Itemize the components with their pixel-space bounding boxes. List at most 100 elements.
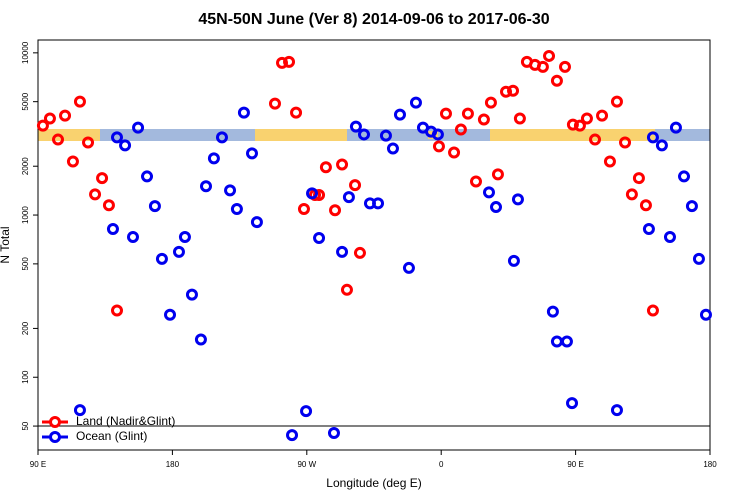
data-point xyxy=(646,131,659,144)
data-point xyxy=(132,121,145,134)
data-point xyxy=(448,146,461,159)
y-tick-label: 200 xyxy=(21,321,30,335)
y-tick-label: 1000 xyxy=(21,206,30,224)
data-point xyxy=(353,246,366,259)
data-point xyxy=(73,95,86,108)
plot-frame xyxy=(37,39,711,451)
data-point xyxy=(482,186,495,199)
data-point xyxy=(469,175,482,188)
data-point xyxy=(610,95,623,108)
data-point xyxy=(52,133,65,146)
data-point xyxy=(646,304,659,317)
data-point xyxy=(194,333,207,346)
data-point xyxy=(357,128,370,141)
data-point xyxy=(580,112,593,125)
data-point xyxy=(596,109,609,122)
x-tick-label: 90 W xyxy=(297,460,316,469)
data-point xyxy=(386,142,399,155)
data-point xyxy=(484,96,497,109)
data-point xyxy=(82,136,95,149)
data-point xyxy=(126,231,139,244)
data-point xyxy=(336,158,349,171)
chart-title: 45N-50N June (Ver 8) 2014-09-06 to 2017-… xyxy=(198,11,549,28)
data-point xyxy=(692,252,705,265)
data-point xyxy=(550,335,563,348)
data-point xyxy=(89,188,102,201)
data-point xyxy=(625,188,638,201)
data-point xyxy=(96,172,109,185)
data-point xyxy=(379,129,392,142)
y-axis-label: N Total xyxy=(0,226,12,263)
data-point xyxy=(290,106,303,119)
data-point xyxy=(546,305,559,318)
data-point xyxy=(431,128,444,141)
data-point xyxy=(573,119,586,132)
data-point xyxy=(699,308,712,321)
ocean-strip xyxy=(655,129,710,141)
data-point xyxy=(207,152,220,165)
data-point xyxy=(610,404,623,417)
data-point xyxy=(102,199,115,212)
data-point xyxy=(491,168,504,181)
data-point xyxy=(327,427,340,440)
data-point xyxy=(224,184,237,197)
data-point xyxy=(106,223,119,236)
data-point xyxy=(655,139,668,152)
data-point xyxy=(155,252,168,265)
data-point xyxy=(215,131,228,144)
data-point xyxy=(276,56,289,69)
data-point xyxy=(178,231,191,244)
data-point xyxy=(603,155,616,168)
data-point xyxy=(685,200,698,213)
data-point xyxy=(372,197,385,210)
y-tick-label: 500 xyxy=(21,257,30,271)
data-point xyxy=(432,140,445,153)
data-point xyxy=(306,187,319,200)
data-point xyxy=(349,120,362,133)
x-tick-label: 180 xyxy=(166,460,180,469)
data-point xyxy=(237,106,250,119)
data-point xyxy=(566,118,579,131)
y-tick-label: 2000 xyxy=(21,157,30,175)
y-tick-label: 50 xyxy=(21,421,30,430)
data-point xyxy=(110,131,123,144)
data-point xyxy=(300,405,313,418)
data-point xyxy=(507,84,520,97)
data-point xyxy=(200,180,212,193)
data-point xyxy=(340,283,353,296)
data-point xyxy=(500,85,513,98)
data-point xyxy=(245,147,258,160)
data-point xyxy=(589,133,602,146)
x-tick-label: 90 E xyxy=(567,460,583,469)
data-point xyxy=(172,245,185,258)
data-point xyxy=(511,193,524,206)
data-point xyxy=(477,113,490,126)
data-point xyxy=(639,199,652,212)
data-point xyxy=(513,112,526,125)
data-point xyxy=(669,121,682,134)
data-point xyxy=(230,202,243,215)
data-point xyxy=(678,170,691,183)
data-point xyxy=(536,60,549,73)
data-point xyxy=(164,308,177,321)
data-point xyxy=(286,429,299,442)
data-point xyxy=(319,161,332,174)
data-point xyxy=(632,172,645,185)
data-point xyxy=(461,107,474,120)
data-point xyxy=(349,179,362,192)
data-point xyxy=(313,231,326,244)
data-point xyxy=(110,304,123,317)
data-point xyxy=(141,170,154,183)
data-point xyxy=(566,397,579,410)
data-point xyxy=(642,223,655,236)
data-point xyxy=(148,200,161,213)
legend-marker xyxy=(49,416,61,428)
data-point xyxy=(66,155,79,168)
data-point xyxy=(313,188,326,201)
data-point xyxy=(329,204,342,217)
data-point xyxy=(250,216,263,229)
data-point xyxy=(543,49,556,62)
data-point xyxy=(490,201,503,214)
ocean-strip xyxy=(100,129,255,141)
